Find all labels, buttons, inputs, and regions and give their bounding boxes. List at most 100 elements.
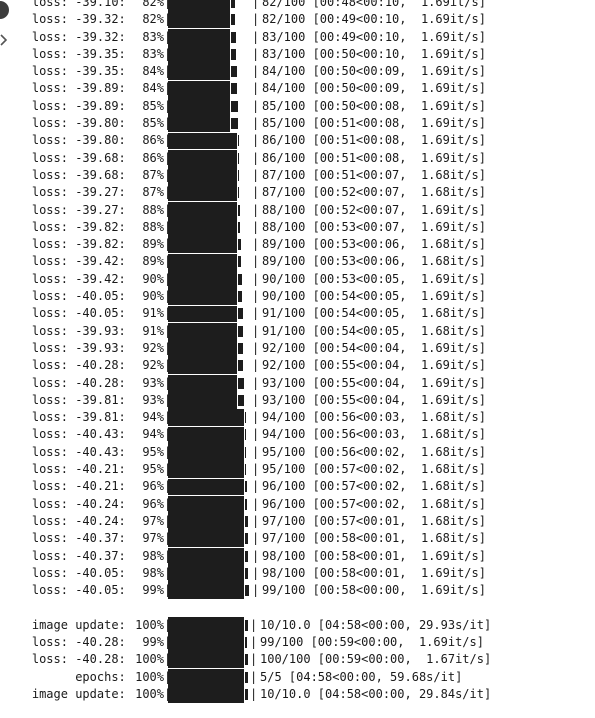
- summary-log: image update: 100%||10/10.0 [04:58<00:00…: [0, 616, 595, 703]
- bar-right-edge: |: [252, 548, 260, 563]
- bar-left-edge: |: [164, 461, 171, 478]
- bar-left-edge: |: [164, 651, 171, 668]
- progress-bar-fill: [168, 392, 237, 409]
- bar-left-edge: |: [164, 46, 171, 63]
- progress-description: loss: -39.42:: [31, 271, 133, 286]
- progress-bar: [168, 495, 258, 513]
- progress-bar-fill: [168, 63, 230, 81]
- bar-right-edge: |: [252, 565, 260, 580]
- progress-bar-partial: [245, 550, 249, 562]
- progress-log: loss: -39.10: 82%||82/100 [00:48<00:10, …: [0, 0, 595, 600]
- progress-stats: 94/100 [00:56<00:03, 1.68it/s]: [262, 410, 486, 425]
- progress-bar-partial: [238, 152, 239, 164]
- bar-left-edge: |: [164, 323, 171, 340]
- progress-stats: 91/100 [00:54<00:05, 1.68it/s]: [262, 306, 486, 321]
- bar-right-edge: |: [252, 81, 260, 96]
- progress-bar-fill: [168, 426, 244, 444]
- progress-description: loss: -39.68:: [31, 150, 133, 165]
- progress-percent: 88%: [142, 219, 164, 234]
- progress-line: loss: -39.68: 87%||87/100 [00:51<00:07, …: [0, 167, 595, 185]
- progress-stats: 10/10.0 [04:58<00:00, 29.84s/it]: [260, 686, 492, 701]
- progress-description: loss: -39.93:: [31, 340, 133, 355]
- progress-description: loss: -39.80:: [31, 133, 133, 148]
- progress-bar: [168, 564, 258, 582]
- progress-bar-partial: [238, 377, 245, 389]
- bar-left-edge: |: [164, 478, 171, 495]
- progress-line: loss: -40.28: 93%||93/100 [00:55<00:04, …: [0, 374, 595, 392]
- progress-percent: 98%: [142, 548, 164, 563]
- chevron-right-icon[interactable]: [0, 34, 8, 46]
- progress-bar-fill: [168, 547, 244, 565]
- bar-right-edge: |: [252, 116, 260, 131]
- progress-percent: 100%: [135, 669, 164, 684]
- progress-description: loss: -40.43:: [31, 427, 133, 442]
- progress-percent: 85%: [142, 116, 164, 131]
- bar-right-edge: |: [252, 150, 260, 165]
- bar-left-edge: |: [164, 288, 171, 305]
- cell-output: loss: -39.10: 82%||82/100 [00:48<00:10, …: [0, 0, 595, 703]
- progress-percent: 90%: [142, 271, 164, 286]
- progress-percent: 100%: [135, 686, 164, 701]
- progress-stats: 97/100 [00:58<00:01, 1.68it/s]: [262, 531, 486, 546]
- progress-bar-fill: [168, 357, 237, 375]
- progress-percent: 97%: [142, 513, 164, 528]
- progress-stats: 82/100 [00:48<00:10, 1.69it/s]: [262, 0, 486, 9]
- progress-bar-partial: [238, 342, 244, 354]
- progress-description: loss: -39.82:: [31, 219, 133, 234]
- progress-bar-fill: [168, 80, 230, 98]
- progress-line: loss: -39.27: 87%||87/100 [00:52<00:07, …: [0, 184, 595, 202]
- progress-stats: 92/100 [00:54<00:04, 1.69it/s]: [262, 340, 486, 355]
- progress-description: loss: -39.10:: [31, 0, 133, 9]
- progress-line: loss: -40.24: 96%||96/100 [00:57<00:02, …: [0, 495, 595, 513]
- progress-bar: [168, 28, 258, 46]
- progress-bar: [168, 236, 258, 254]
- progress-stats: 92/100 [00:55<00:04, 1.69it/s]: [262, 358, 486, 373]
- running-indicator-icon[interactable]: [0, 1, 9, 19]
- progress-line: image update: 100%||10/10.0 [04:58<00:00…: [0, 616, 595, 634]
- progress-bar-partial: [245, 688, 248, 700]
- bar-right-edge: |: [252, 392, 260, 407]
- progress-line: loss: -40.37: 97%||97/100 [00:58<00:01, …: [0, 530, 595, 548]
- progress-description: loss: -40.28:: [31, 375, 133, 390]
- progress-bar: [168, 253, 258, 271]
- progress-percent: 85%: [142, 98, 164, 113]
- progress-bar-partial: [231, 83, 237, 95]
- progress-stats: 95/100 [00:56<00:02, 1.68it/s]: [262, 444, 486, 459]
- progress-stats: 98/100 [00:58<00:01, 1.69it/s]: [262, 548, 486, 563]
- progress-bar-fill: [168, 461, 244, 479]
- progress-bar-fill: [168, 305, 237, 323]
- bar-right-edge: |: [252, 237, 260, 252]
- progress-line: loss: -39.81: 93%||93/100 [00:55<00:04, …: [0, 392, 595, 409]
- progress-bar: [168, 513, 258, 530]
- bar-right-edge: |: [252, 358, 260, 373]
- bar-left-edge: |: [164, 634, 171, 651]
- progress-bar-partial: [231, 48, 237, 60]
- progress-percent: 84%: [142, 81, 164, 96]
- bar-right-edge: |: [252, 219, 260, 234]
- progress-bar: [168, 184, 258, 202]
- progress-line: loss: -40.28: 99%||99/100 [00:59<00:00, …: [0, 634, 595, 652]
- progress-stats: 91/100 [00:54<00:05, 1.68it/s]: [262, 323, 486, 338]
- progress-description: loss: -39.93:: [31, 323, 133, 338]
- progress-description: loss: -39.89:: [31, 98, 133, 113]
- progress-stats: 83/100 [00:50<00:10, 1.69it/s]: [262, 46, 486, 61]
- progress-description: loss: -40.21:: [31, 479, 133, 494]
- progress-bar: [168, 219, 258, 236]
- progress-bar: [168, 392, 258, 409]
- progress-description: loss: -39.68:: [31, 167, 133, 182]
- progress-stats: 93/100 [00:55<00:04, 1.69it/s]: [262, 392, 486, 407]
- progress-bar-fill: [168, 668, 244, 686]
- bar-left-edge: |: [164, 0, 171, 11]
- progress-description: epochs:: [75, 669, 133, 684]
- bar-right-edge: |: [252, 271, 260, 286]
- progress-bar: [168, 634, 258, 652]
- progress-bar-fill: [168, 149, 237, 167]
- progress-bar-fill: [168, 322, 237, 340]
- progress-percent: 86%: [142, 150, 164, 165]
- progress-stats: 99/100 [00:58<00:00, 1.69it/s]: [262, 583, 486, 598]
- progress-stats: 5/5 [04:58<00:00, 59.68s/it]: [260, 669, 463, 684]
- progress-description: loss: -40.43:: [31, 444, 133, 459]
- bar-left-edge: |: [164, 409, 171, 426]
- bar-right-edge: |: [252, 513, 260, 528]
- progress-line: loss: -40.28: 100%||100/100 [00:59<00:00…: [0, 651, 595, 669]
